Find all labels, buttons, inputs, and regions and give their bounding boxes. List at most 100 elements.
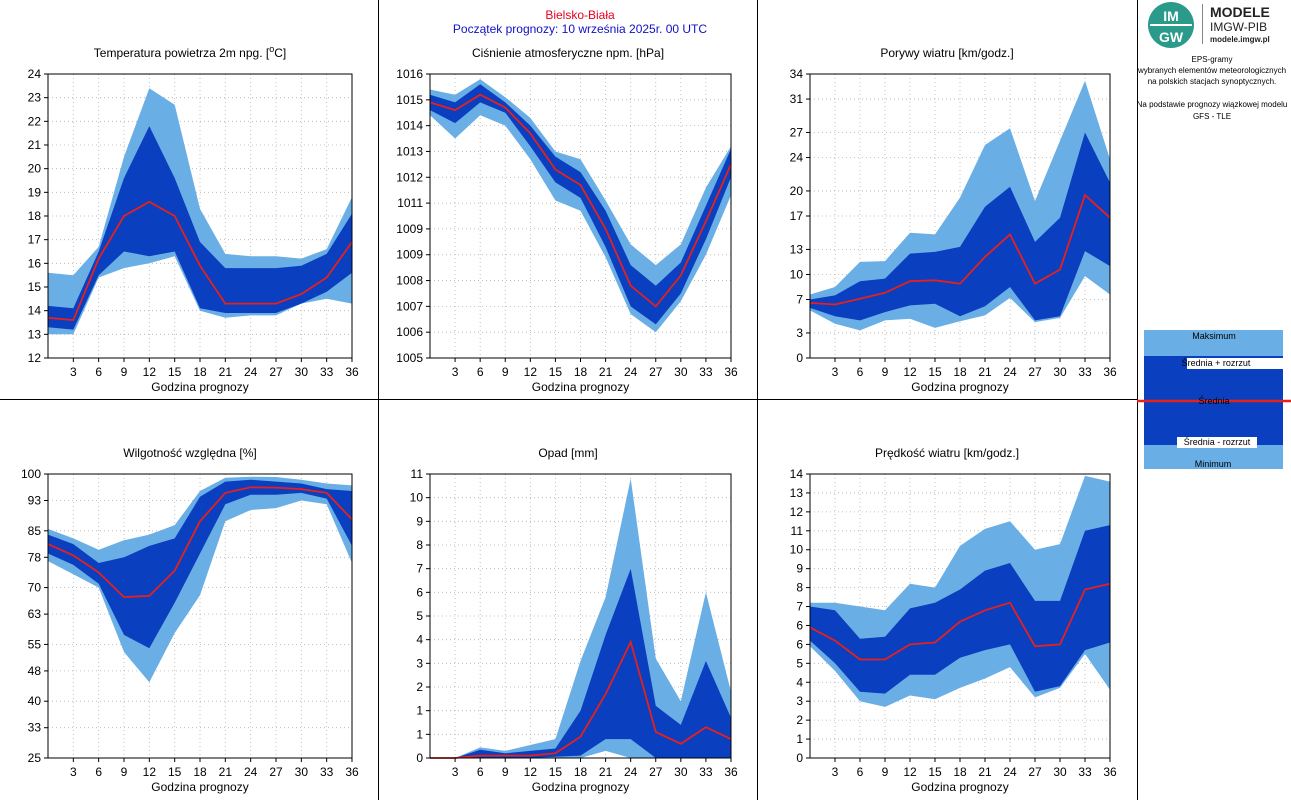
x-tick-label: 36 (724, 365, 738, 379)
y-tick-label: 1 (416, 727, 423, 741)
info-line-3: na polskich stacjach synoptycznych. (1148, 77, 1277, 86)
x-tick-label: 18 (953, 365, 967, 379)
x-axis-label: Godzina prognozy (151, 780, 248, 794)
y-tick-label: 1 (796, 732, 803, 746)
legend: Maksimum Średnia + rozrzut Średnia Średn… (1137, 330, 1291, 469)
x-tick-label: 24 (624, 365, 638, 379)
y-tick-label: 4 (416, 633, 423, 647)
x-tick-label: 18 (574, 365, 588, 379)
y-tick-label: 11 (791, 524, 804, 538)
legend-mean: Średnia (1198, 395, 1229, 406)
x-tick-label: 15 (168, 365, 182, 379)
x-tick-label: 6 (857, 365, 864, 379)
legend-maximum: Maksimum (1192, 331, 1236, 341)
y-tick-label: 13 (790, 242, 804, 256)
y-tick-label: 70 (28, 581, 42, 595)
y-tick-label: 5 (416, 609, 423, 623)
y-tick-label: 12 (790, 505, 804, 519)
x-tick-label: 6 (857, 765, 864, 779)
x-tick-label: 33 (320, 765, 334, 779)
y-tick-label: 27 (790, 125, 804, 139)
y-tick-label: 1006 (396, 325, 423, 339)
x-tick-label: 30 (295, 765, 309, 779)
x-tick-label: 6 (95, 365, 102, 379)
mean-line (47, 486, 353, 599)
mean-line (430, 639, 732, 759)
x-axis-label: Godzina prognozy (911, 780, 1008, 794)
y-tick-label: 1009 (396, 222, 423, 236)
y-tick-label: 9 (416, 514, 423, 528)
x-tick-label: 24 (244, 365, 258, 379)
x-tick-label: 9 (882, 365, 889, 379)
y-tick-label: 3 (416, 656, 423, 670)
legend-mean-plus-spread: Średnia + rozrzut (1182, 357, 1251, 368)
y-tick-label: 1007 (396, 299, 423, 313)
x-tick-label: 21 (219, 365, 233, 379)
x-tick-label: 24 (244, 765, 258, 779)
x-axis-label: Godzina prognozy (151, 380, 248, 394)
mean-line (429, 93, 732, 308)
y-tick-label: 2 (416, 680, 423, 694)
y-tick-label: 1 (416, 704, 423, 718)
legend-mean-minus-spread: Średnia - rozrzut (1184, 436, 1251, 447)
x-tick-label: 24 (1003, 765, 1017, 779)
y-tick-label: 4 (796, 675, 803, 689)
panel-title: Porywy wiatru [km/godz.] (880, 46, 1013, 60)
x-tick-label: 3 (452, 765, 459, 779)
header-forecast-start: Początek prognozy: 10 września 2025r. 00… (453, 22, 707, 36)
x-tick-label: 9 (882, 765, 889, 779)
y-tick-label: 48 (28, 664, 42, 678)
y-tick-label: 24 (790, 151, 804, 165)
x-tick-label: 27 (649, 365, 663, 379)
y-tick-label: 1005 (396, 351, 423, 365)
logo-badge-top: IM (1163, 8, 1179, 24)
x-tick-label: 12 (524, 765, 538, 779)
y-tick-label: 10 (790, 543, 804, 557)
x-tick-label: 30 (1053, 765, 1067, 779)
y-tick-label: 24 (28, 67, 42, 81)
info-line-1: EPS-gramy (1192, 55, 1233, 64)
panel-title: Wilgotność względna [%] (123, 446, 256, 460)
y-tick-label: 18 (28, 209, 42, 223)
y-tick-label: 31 (790, 92, 804, 106)
y-tick-label: 6 (796, 637, 803, 651)
y-tick-label: 20 (790, 184, 804, 198)
y-tick-label: 14 (790, 467, 804, 481)
y-tick-label: 25 (28, 751, 42, 765)
x-tick-label: 21 (978, 765, 992, 779)
y-tick-label: 85 (28, 524, 42, 538)
y-tick-label: 1016 (396, 67, 423, 81)
x-tick-label: 18 (193, 365, 207, 379)
x-tick-label: 33 (699, 765, 713, 779)
y-tick-label: 14 (28, 304, 42, 318)
x-axis-label: Godzina prognozy (911, 380, 1008, 394)
x-tick-label: 12 (903, 365, 917, 379)
y-tick-label: 63 (28, 607, 42, 621)
x-tick-label: 3 (70, 765, 77, 779)
x-tick-label: 9 (502, 365, 509, 379)
panel-title: Prędkość wiatru [km/godz.] (875, 446, 1019, 460)
y-tick-label: 1014 (396, 119, 423, 133)
panel-title: Opad [mm] (538, 446, 597, 460)
x-tick-label: 33 (1078, 365, 1092, 379)
info-line-2: wybranych elementów meteorologicznych (1137, 66, 1286, 75)
y-tick-label: 10 (790, 267, 804, 281)
mean-line (809, 193, 1111, 306)
y-tick-label: 1012 (396, 170, 423, 184)
x-tick-label: 9 (121, 765, 128, 779)
y-tick-label: 8 (416, 538, 423, 552)
y-tick-label: 1011 (397, 196, 423, 210)
x-tick-label: 12 (143, 765, 157, 779)
x-tick-label: 30 (674, 765, 688, 779)
x-tick-label: 18 (574, 765, 588, 779)
y-tick-label: 1013 (396, 144, 423, 158)
x-tick-label: 12 (903, 765, 917, 779)
imgw-logo: IM GW MODELE IMGW-PIB modele.imgw.pl (1148, 2, 1270, 48)
legend-minimum: Minimum (1195, 459, 1232, 469)
grid-lines (810, 473, 1111, 759)
y-tick-label: 11 (411, 467, 424, 481)
band-spread (48, 479, 352, 649)
